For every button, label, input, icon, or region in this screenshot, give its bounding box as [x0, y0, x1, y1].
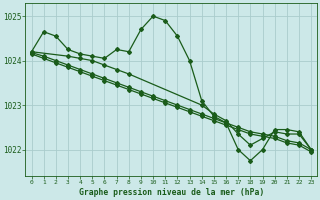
X-axis label: Graphe pression niveau de la mer (hPa): Graphe pression niveau de la mer (hPa) [79, 188, 264, 197]
